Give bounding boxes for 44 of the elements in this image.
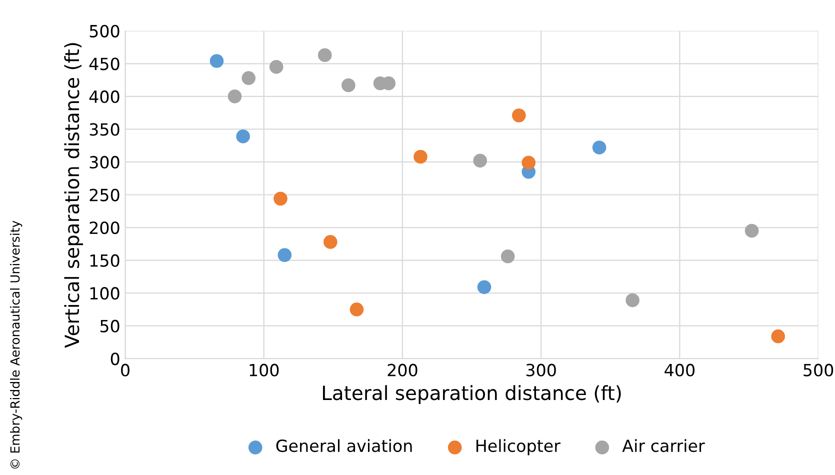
y-tick-label: 400 bbox=[89, 90, 120, 103]
legend-label: General aviation bbox=[276, 439, 412, 452]
x-tick-label: 100 bbox=[250, 364, 279, 376]
point bbox=[500, 249, 515, 264]
point bbox=[477, 280, 492, 294]
point bbox=[626, 293, 640, 308]
x-axis-title: Lateral separation distance (ft) bbox=[322, 385, 621, 404]
point bbox=[744, 224, 759, 238]
y-tick-label: 150 bbox=[90, 254, 120, 267]
point bbox=[236, 130, 250, 144]
point bbox=[228, 90, 242, 104]
y-tick-label: 350 bbox=[90, 123, 120, 136]
y-tick-label: 100 bbox=[90, 287, 120, 300]
y-tick-label: 50 bbox=[100, 320, 120, 332]
point bbox=[210, 54, 224, 68]
point bbox=[278, 248, 292, 262]
y-tick-label: 0 bbox=[110, 352, 120, 366]
point bbox=[342, 78, 356, 92]
text: © Embry-Riddle Aeronautical University bbox=[10, 220, 22, 469]
point bbox=[512, 108, 526, 122]
x-tick-label: 200 bbox=[388, 364, 418, 376]
x-tick-label: 300 bbox=[526, 364, 556, 376]
point bbox=[350, 302, 364, 316]
legend-label: Helicopter bbox=[476, 439, 560, 456]
y-tick-label: 500 bbox=[90, 24, 120, 38]
point bbox=[592, 140, 606, 154]
y-axis-title: Vertical separation distance (ft) bbox=[64, 43, 84, 348]
point bbox=[473, 154, 487, 168]
y-tick-label: 450 bbox=[89, 58, 120, 70]
y-tick-label: 300 bbox=[90, 156, 120, 169]
point bbox=[323, 235, 338, 249]
x-tick-label: 0 bbox=[121, 364, 130, 376]
point bbox=[274, 192, 288, 206]
y-tick-label: 200 bbox=[90, 221, 120, 234]
point bbox=[522, 156, 536, 170]
point bbox=[771, 329, 786, 344]
x-tick-label: 500 bbox=[804, 364, 834, 376]
point bbox=[414, 150, 428, 164]
point bbox=[269, 60, 284, 74]
point bbox=[318, 48, 332, 62]
point bbox=[242, 71, 256, 85]
legend-label: Air carrier bbox=[622, 439, 705, 452]
y-tick-label: 250 bbox=[90, 188, 120, 202]
x-tick-label: 400 bbox=[664, 364, 694, 376]
